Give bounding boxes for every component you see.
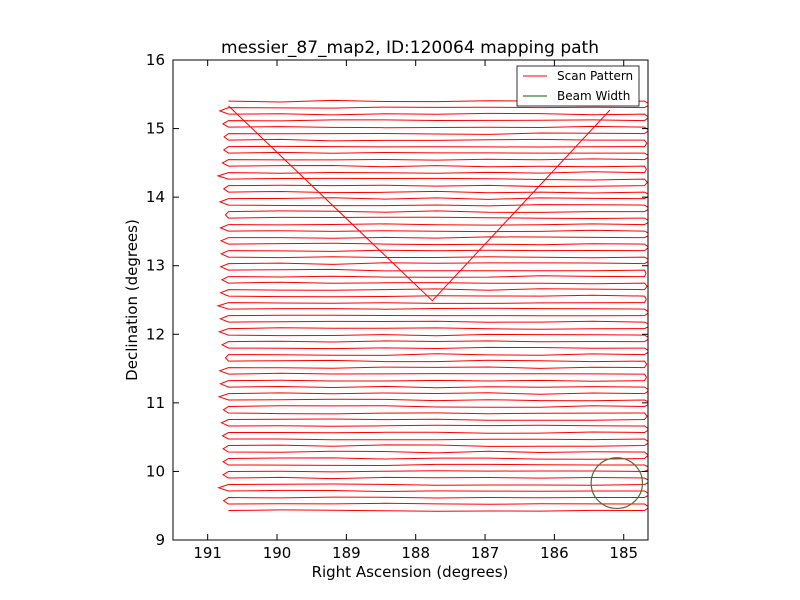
x-tick-label: 185	[609, 544, 638, 562]
chart-title: messier_87_map2, ID:120064 mapping path	[221, 38, 599, 58]
x-tick-label: 188	[401, 544, 430, 562]
x-tick-label: 191	[193, 544, 222, 562]
x-tick-label: 186	[540, 544, 569, 562]
x-tick-label: 190	[263, 544, 292, 562]
y-tick-label: 14	[146, 188, 165, 206]
legend: Scan Pattern Beam Width	[516, 65, 640, 107]
x-axis-label: Right Ascension (degrees)	[312, 563, 509, 581]
y-tick-label: 15	[146, 120, 165, 138]
legend-label-scan: Scan Pattern	[557, 69, 633, 83]
plot-area	[216, 99, 648, 512]
axis-ticks: 191 190 189 188 187 186 185 9 10 11 12 13 14 15 16	[146, 51, 648, 562]
axes-frame	[172, 59, 649, 541]
legend-box	[516, 65, 640, 107]
legend-label-beam: Beam Width	[557, 89, 630, 103]
y-tick-label: 16	[146, 51, 165, 69]
y-tick-label: 11	[146, 394, 165, 412]
y-tick-label: 10	[146, 462, 165, 480]
y-tick-label: 9	[155, 531, 165, 549]
beam-width-circle	[590, 457, 644, 510]
y-axis-label: Declination (degrees)	[123, 219, 141, 381]
x-tick-label: 187	[471, 544, 500, 562]
y-tick-label: 13	[146, 257, 165, 275]
y-tick-label: 12	[146, 325, 165, 343]
x-tick-label: 189	[332, 544, 361, 562]
scan-transit-line	[228, 105, 611, 302]
